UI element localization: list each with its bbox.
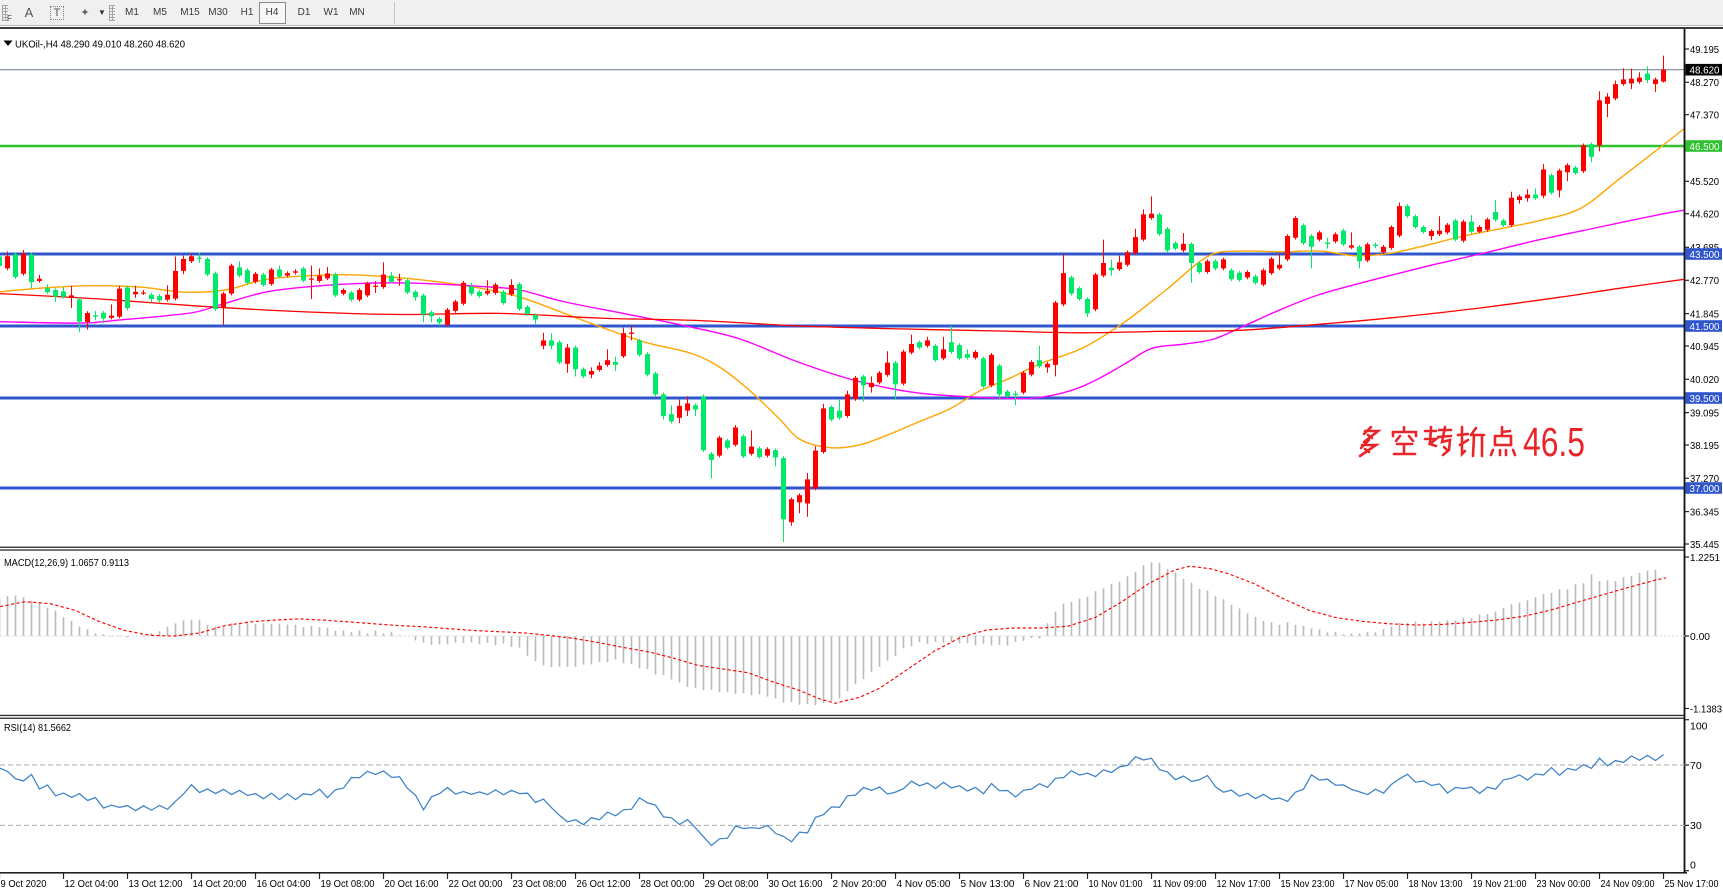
svg-text:0.00: 0.00 bbox=[1690, 631, 1710, 643]
svg-text:0: 0 bbox=[1690, 860, 1696, 872]
svg-text:1.2251: 1.2251 bbox=[1690, 552, 1720, 564]
svg-text:MACD(12,26,9) 1.0657 0.9113: MACD(12,26,9) 1.0657 0.9113 bbox=[4, 557, 129, 569]
svg-text:49.195: 49.195 bbox=[1690, 44, 1719, 56]
svg-text:41.845: 41.845 bbox=[1690, 308, 1719, 320]
svg-text:39.500: 39.500 bbox=[1690, 393, 1720, 405]
svg-text:19 Nov 21:00: 19 Nov 21:00 bbox=[1473, 878, 1527, 890]
svg-text:16 Oct 04:00: 16 Oct 04:00 bbox=[257, 878, 311, 890]
svg-text:43.500: 43.500 bbox=[1690, 249, 1720, 261]
svg-text:45.520: 45.520 bbox=[1690, 176, 1719, 188]
svg-text:11 Nov 09:00: 11 Nov 09:00 bbox=[1153, 878, 1207, 890]
svg-text:28 Oct 00:00: 28 Oct 00:00 bbox=[641, 878, 695, 890]
svg-text:24 Nov 09:00: 24 Nov 09:00 bbox=[1601, 878, 1655, 890]
svg-text:14 Oct 20:00: 14 Oct 20:00 bbox=[193, 878, 247, 890]
svg-text:15 Nov 23:00: 15 Nov 23:00 bbox=[1281, 878, 1335, 890]
svg-text:41.500: 41.500 bbox=[1690, 321, 1720, 333]
svg-text:44.620: 44.620 bbox=[1690, 209, 1719, 221]
svg-text:40.945: 40.945 bbox=[1690, 341, 1719, 353]
svg-text:40.020: 40.020 bbox=[1690, 374, 1719, 386]
svg-text:48.620: 48.620 bbox=[1690, 65, 1720, 77]
svg-text:17 Nov 05:00: 17 Nov 05:00 bbox=[1345, 878, 1399, 890]
svg-text:35.445: 35.445 bbox=[1690, 539, 1719, 551]
svg-text:23 Oct 08:00: 23 Oct 08:00 bbox=[513, 878, 567, 890]
svg-text:20 Oct 16:00: 20 Oct 16:00 bbox=[385, 878, 439, 890]
svg-text:RSI(14) 81.5662: RSI(14) 81.5662 bbox=[4, 722, 71, 734]
svg-text:42.770: 42.770 bbox=[1690, 275, 1719, 287]
svg-text:38.195: 38.195 bbox=[1690, 440, 1719, 452]
svg-text:37.270: 37.270 bbox=[1690, 473, 1719, 485]
svg-text:9 Oct 2020: 9 Oct 2020 bbox=[1, 878, 47, 890]
svg-text:13 Oct 12:00: 13 Oct 12:00 bbox=[129, 878, 183, 890]
svg-text:19 Oct 08:00: 19 Oct 08:00 bbox=[321, 878, 375, 890]
svg-text:2 Nov 20:00: 2 Nov 20:00 bbox=[833, 878, 887, 890]
svg-text:22 Oct 00:00: 22 Oct 00:00 bbox=[449, 878, 503, 890]
svg-text:18 Nov 13:00: 18 Nov 13:00 bbox=[1409, 878, 1463, 890]
svg-text:46.500: 46.500 bbox=[1690, 141, 1720, 153]
svg-text:UKOil-,H4 48.290 49.010 48.26: UKOil-,H4 48.290 49.010 48.260 48.620 bbox=[15, 39, 185, 51]
svg-text:29 Oct 08:00: 29 Oct 08:00 bbox=[705, 878, 759, 890]
svg-text:48.270: 48.270 bbox=[1690, 77, 1719, 89]
svg-text:37.000: 37.000 bbox=[1690, 483, 1720, 495]
svg-text:25 Nov 17:00: 25 Nov 17:00 bbox=[1665, 878, 1719, 890]
svg-text:10 Nov 01:00: 10 Nov 01:00 bbox=[1089, 878, 1143, 890]
svg-text:30 Oct 16:00: 30 Oct 16:00 bbox=[769, 878, 823, 890]
svg-text:46.5: 46.5 bbox=[1523, 419, 1585, 465]
svg-text:-1.1383: -1.1383 bbox=[1690, 703, 1722, 715]
svg-text:5 Nov 13:00: 5 Nov 13:00 bbox=[961, 878, 1015, 890]
svg-text:12 Nov 17:00: 12 Nov 17:00 bbox=[1217, 878, 1271, 890]
svg-text:6 Nov 21:00: 6 Nov 21:00 bbox=[1025, 878, 1079, 890]
svg-text:47.370: 47.370 bbox=[1690, 110, 1719, 122]
svg-text:70: 70 bbox=[1690, 760, 1702, 772]
svg-text:39.095: 39.095 bbox=[1690, 407, 1719, 419]
svg-text:36.345: 36.345 bbox=[1690, 506, 1719, 518]
svg-text:100: 100 bbox=[1690, 721, 1708, 733]
svg-text:4 Nov 05:00: 4 Nov 05:00 bbox=[897, 878, 951, 890]
svg-text:12 Oct 04:00: 12 Oct 04:00 bbox=[65, 878, 119, 890]
svg-text:26 Oct 12:00: 26 Oct 12:00 bbox=[577, 878, 631, 890]
svg-text:23 Nov 00:00: 23 Nov 00:00 bbox=[1537, 878, 1591, 890]
svg-text:30: 30 bbox=[1690, 820, 1702, 832]
